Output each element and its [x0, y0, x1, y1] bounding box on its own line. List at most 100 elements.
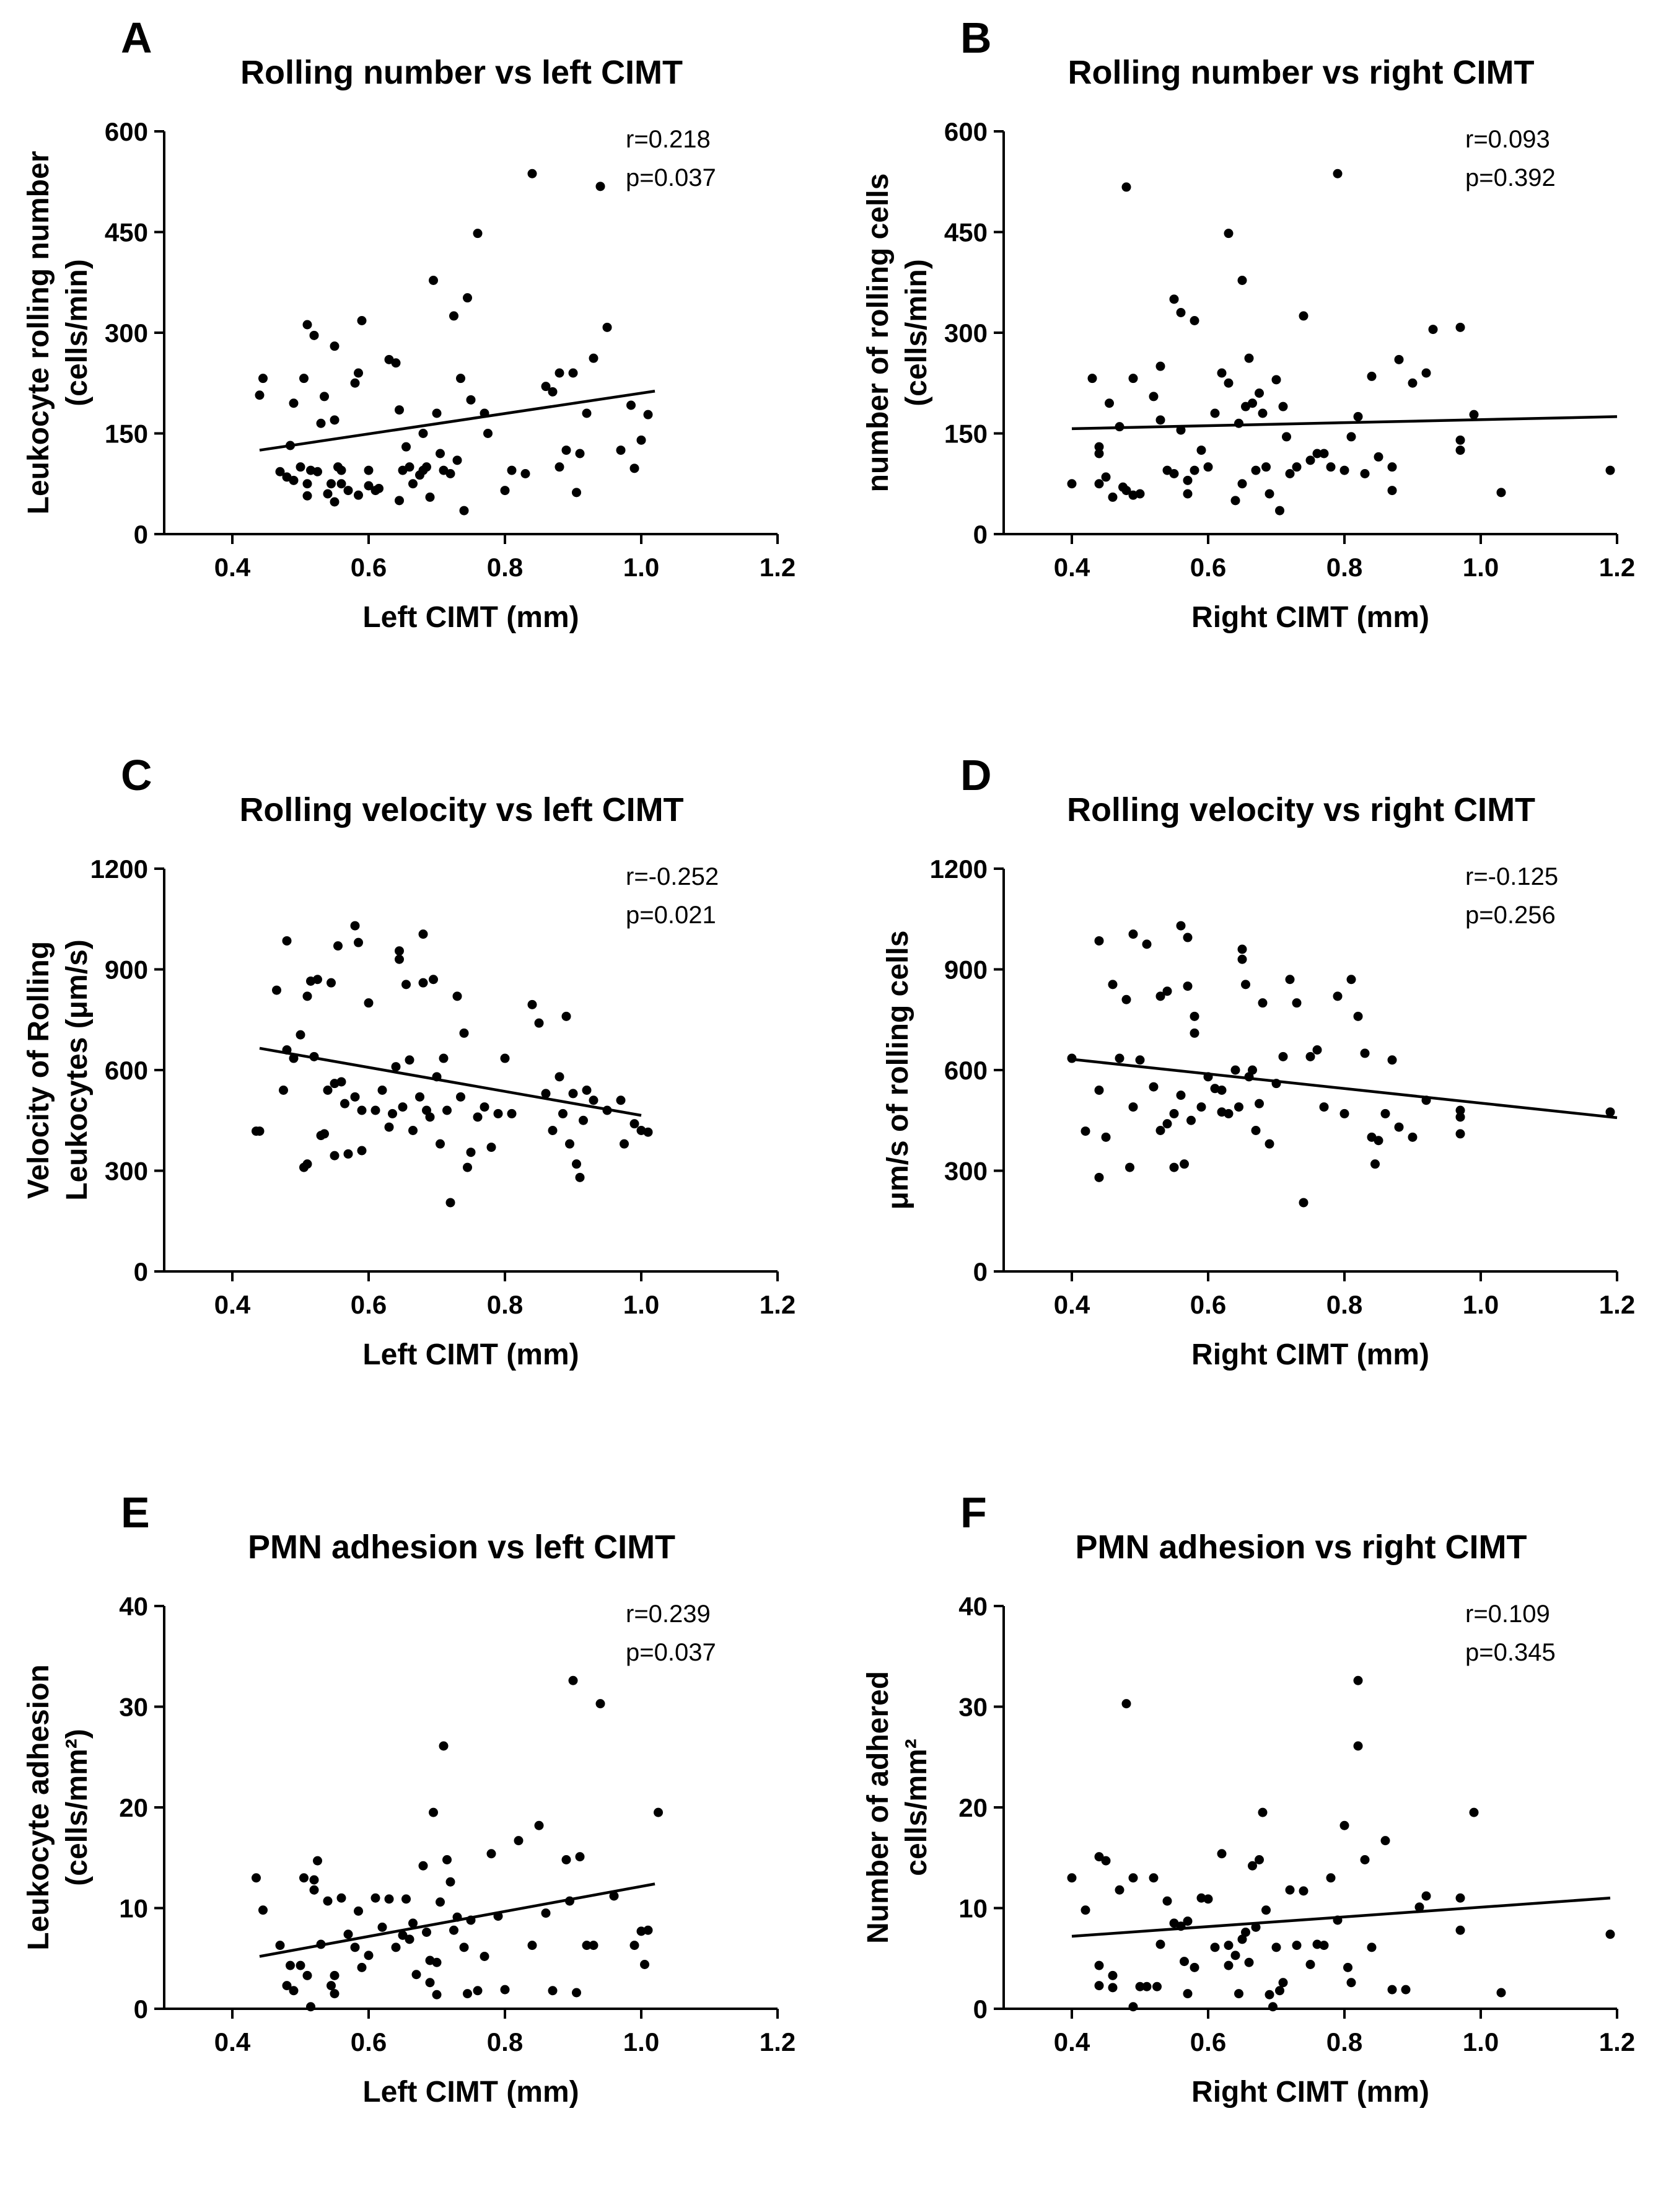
- data-point: [354, 937, 363, 947]
- data-point: [1203, 462, 1213, 472]
- data-point: [289, 475, 299, 485]
- data-point: [1255, 1099, 1264, 1108]
- data-point: [463, 1162, 472, 1172]
- data-point: [302, 491, 312, 501]
- y-axis-label: Leukocyte rolling number: [22, 151, 55, 515]
- data-point: [1169, 1108, 1179, 1118]
- data-point: [486, 1143, 496, 1152]
- data-point: [401, 442, 411, 452]
- data-point: [1237, 954, 1247, 964]
- data-point: [1108, 980, 1118, 990]
- data-point: [1292, 998, 1302, 1008]
- data-point: [1261, 1905, 1271, 1915]
- data-point: [555, 462, 564, 472]
- data-point: [350, 921, 360, 931]
- y-tick-label: 900: [944, 955, 988, 985]
- data-point: [252, 1873, 261, 1883]
- data-point: [1258, 408, 1268, 418]
- stat-annotation: p=0.345: [1465, 1639, 1556, 1666]
- data-point: [1271, 375, 1281, 385]
- panel-letter: E: [121, 1488, 150, 1537]
- data-point: [1401, 1985, 1411, 1995]
- data-point: [1224, 378, 1234, 388]
- data-point: [558, 1108, 568, 1118]
- data-point: [1455, 1925, 1465, 1935]
- data-point: [452, 991, 462, 1001]
- data-point: [1605, 1107, 1615, 1117]
- x-tick-label: 0.4: [1054, 2027, 1090, 2056]
- data-point: [357, 1105, 367, 1115]
- data-point: [432, 1957, 442, 1967]
- stat-annotation: p=0.037: [626, 164, 716, 191]
- data-point: [1142, 939, 1152, 949]
- y-axis-label: (cells/min): [61, 259, 94, 406]
- data-point: [500, 1985, 510, 1995]
- data-point: [572, 488, 581, 498]
- y-axis-label: cells/mm²: [900, 1739, 933, 1876]
- figure: A Rolling number vs left CIMT 0 150 300 450 60…: [22, 14, 1635, 2109]
- data-point: [323, 1086, 333, 1095]
- data-point: [1176, 1091, 1186, 1100]
- data-point: [1305, 455, 1315, 465]
- data-point: [422, 462, 431, 472]
- data-point: [418, 929, 428, 939]
- data-point: [1275, 506, 1284, 516]
- data-point: [1374, 452, 1383, 462]
- panel-letter: A: [121, 14, 152, 62]
- x-tick-label: 1.2: [760, 553, 796, 582]
- chart-title: Rolling number vs right CIMT: [1068, 54, 1535, 91]
- y-tick-label: 450: [105, 218, 148, 247]
- chart-panel-d: D Rolling velocity vs right CIMT 0 300 600 90…: [882, 751, 1635, 1371]
- data-point: [507, 465, 517, 475]
- chart-title: Rolling number vs left CIMT: [240, 54, 683, 91]
- x-tick-label: 1.2: [1599, 1290, 1635, 1319]
- data-point: [1455, 435, 1465, 445]
- data-point: [1282, 432, 1291, 442]
- data-point: [1067, 479, 1077, 489]
- data-point: [609, 1891, 619, 1901]
- regression-line: [259, 1047, 642, 1117]
- chart-title: PMN adhesion vs left CIMT: [248, 1529, 675, 1566]
- data-point: [1268, 2002, 1278, 2012]
- data-point: [565, 1139, 574, 1149]
- data-point: [1094, 1086, 1104, 1095]
- data-point: [354, 368, 363, 378]
- data-point: [480, 1952, 489, 1961]
- y-axis-label: Number of adhered: [862, 1671, 895, 1944]
- data-point: [364, 465, 374, 475]
- data-point: [629, 463, 639, 473]
- data-point: [1101, 1856, 1111, 1866]
- data-point: [643, 1127, 653, 1137]
- data-point: [316, 418, 326, 428]
- data-point: [354, 1906, 363, 1916]
- data-point: [1105, 398, 1114, 408]
- data-point: [286, 1960, 295, 1970]
- stat-annotation: r=-0.125: [1465, 863, 1558, 890]
- data-point: [391, 1942, 401, 1952]
- x-axis-label: Left CIMT (mm): [362, 2076, 579, 2109]
- data-point: [1346, 975, 1356, 985]
- chart-title: PMN adhesion vs right CIMT: [1075, 1529, 1527, 1566]
- data-point: [1162, 1896, 1172, 1906]
- chart-panel-b: B Rolling number vs right CIMT 0 150 300 450 6…: [862, 14, 1635, 634]
- data-point: [357, 1146, 367, 1156]
- data-point: [493, 1108, 503, 1118]
- data-point: [629, 1941, 639, 1951]
- data-point: [1353, 411, 1363, 421]
- data-point: [1190, 1962, 1199, 1972]
- data-point: [456, 374, 465, 384]
- data-point: [466, 395, 476, 405]
- data-point: [327, 479, 336, 489]
- data-point: [1237, 276, 1247, 285]
- data-point: [395, 954, 404, 964]
- y-tick-label: 30: [119, 1693, 148, 1722]
- data-point: [463, 293, 472, 303]
- data-point: [1469, 410, 1479, 419]
- x-tick-label: 0.6: [351, 553, 387, 582]
- data-point: [568, 1675, 578, 1685]
- data-point: [595, 182, 605, 191]
- data-point: [1265, 489, 1274, 499]
- data-point: [1305, 1051, 1315, 1061]
- data-point: [1237, 1934, 1247, 1944]
- data-point: [1455, 1105, 1465, 1115]
